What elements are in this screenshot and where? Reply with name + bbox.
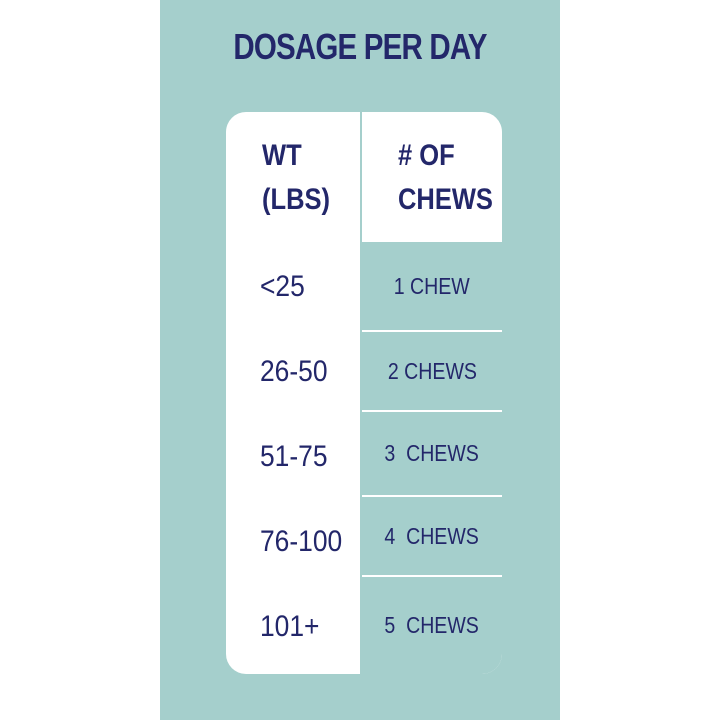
weight-header-line-2: (LBS) xyxy=(262,183,330,216)
chews-value-row-3: 3 CHEWS xyxy=(384,440,480,466)
dosage-title: DOSAGE PER DAY xyxy=(233,26,487,67)
column-divider xyxy=(360,112,362,674)
chews-value-row-1: 1 CHEW xyxy=(393,272,471,299)
chews-cell-row-5: 5 CHEWS xyxy=(362,577,502,674)
weight-cell-row-3: 51-75 xyxy=(260,440,328,473)
chews-cell-row-2: 2 CHEWS xyxy=(362,332,502,410)
chews-column-header: # OF CHEWS xyxy=(398,134,493,222)
dosage-table: WT (LBS) # OF CHEWS <25 1 CHEW 26-50 2 C… xyxy=(226,112,502,674)
chews-value-row-4: 4 CHEWS xyxy=(384,522,480,549)
weight-column-header: WT (LBS) xyxy=(262,134,330,222)
chews-cell-row-3: 3 CHEWS xyxy=(362,412,502,495)
weight-cell-row-1: <25 xyxy=(260,270,305,303)
dosage-panel: DOSAGE PER DAY WT (LBS) # OF CHEWS <25 1… xyxy=(160,0,560,720)
weight-cell-row-2: 26-50 xyxy=(260,355,328,388)
chews-header-line-1: # OF xyxy=(398,139,455,172)
weight-cell-row-5: 101+ xyxy=(260,610,320,643)
chews-cell-row-1: 1 CHEW xyxy=(362,242,502,330)
weight-cell-row-4: 76-100 xyxy=(260,525,343,558)
weight-header-line-1: WT xyxy=(262,139,302,172)
chews-cell-row-4: 4 CHEWS xyxy=(362,497,502,575)
chews-value-row-5: 5 CHEWS xyxy=(384,612,480,638)
chews-value-row-2: 2 CHEWS xyxy=(387,357,477,384)
chews-header-line-2: CHEWS xyxy=(398,183,493,216)
